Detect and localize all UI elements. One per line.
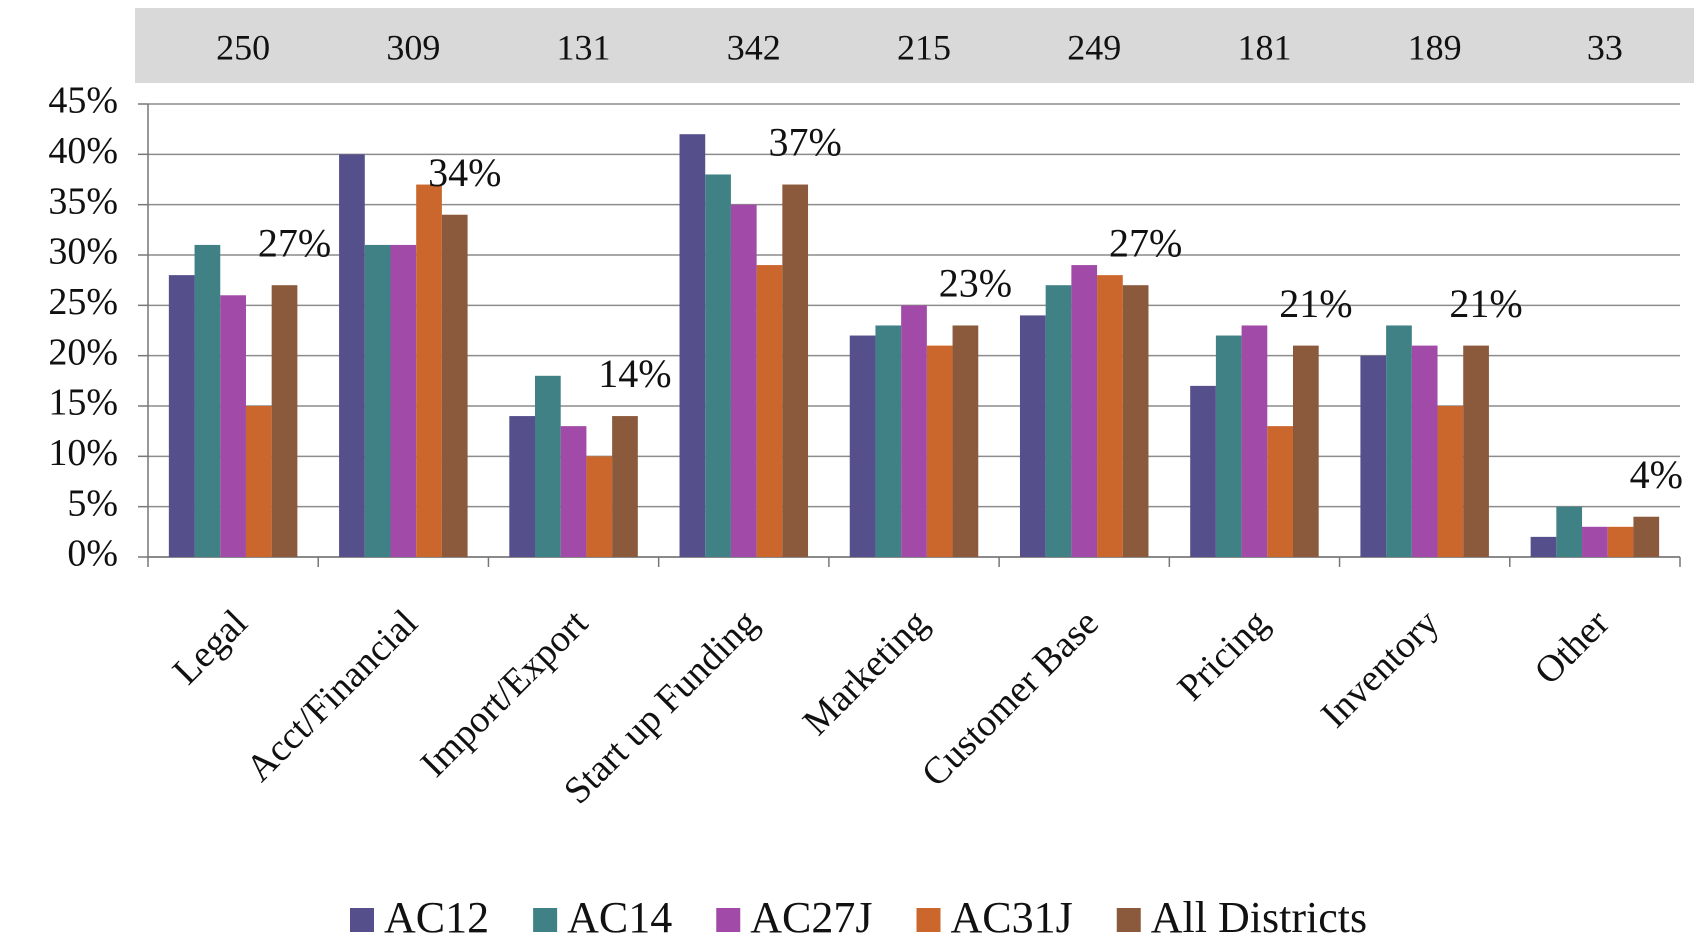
x-tick-label: Pricing xyxy=(1170,602,1277,709)
bar xyxy=(271,285,298,557)
bar xyxy=(390,244,417,557)
legend-label: AC31J xyxy=(951,893,1073,942)
bar xyxy=(535,375,561,557)
bar xyxy=(1267,426,1293,557)
bar xyxy=(1122,285,1149,557)
data-label: 14% xyxy=(598,351,671,396)
bar xyxy=(416,184,442,558)
y-tick-label: 35% xyxy=(48,180,118,222)
bar xyxy=(1411,345,1438,557)
data-label: 34% xyxy=(428,150,501,195)
count-band xyxy=(135,8,1694,83)
legend-swatch xyxy=(533,908,558,932)
bar xyxy=(901,305,927,557)
count-label: 131 xyxy=(557,27,611,67)
bar xyxy=(1097,275,1123,557)
bar xyxy=(1633,516,1660,557)
bar xyxy=(560,426,587,557)
count-label: 249 xyxy=(1067,27,1121,67)
bar xyxy=(586,456,613,557)
data-label: 27% xyxy=(258,220,331,265)
bar xyxy=(849,335,876,557)
y-tick-label: 40% xyxy=(48,130,118,172)
bar xyxy=(194,244,221,557)
count-label: 309 xyxy=(386,27,440,67)
bar xyxy=(875,325,902,557)
bar xyxy=(509,416,536,557)
x-tick-label: Marketing xyxy=(795,602,937,744)
bar xyxy=(220,295,246,557)
bar xyxy=(612,416,638,557)
bar xyxy=(1292,345,1319,557)
bar xyxy=(364,244,391,557)
bar xyxy=(705,174,731,557)
y-tick-label: 5% xyxy=(67,482,118,524)
data-label: 37% xyxy=(769,120,842,165)
data-label: 27% xyxy=(1109,220,1182,265)
bar xyxy=(339,154,365,558)
y-tick-label: 25% xyxy=(48,281,118,323)
bar xyxy=(730,204,757,557)
bar xyxy=(1556,506,1583,557)
x-tick-label: Acct/Financial xyxy=(238,602,426,790)
y-tick-label: 15% xyxy=(48,382,118,424)
bar xyxy=(952,325,979,557)
bar xyxy=(1582,526,1608,557)
bar xyxy=(1607,526,1634,557)
count-label: 250 xyxy=(216,27,270,67)
x-tick-label: Legal xyxy=(165,602,256,693)
y-tick-label: 0% xyxy=(67,533,118,575)
count-label: 181 xyxy=(1237,27,1291,67)
x-tick-label: Import/Export xyxy=(413,602,597,786)
count-label: 33 xyxy=(1587,27,1623,67)
legend-swatch xyxy=(350,908,374,932)
legend-swatch xyxy=(1116,908,1141,932)
legend-swatch xyxy=(916,908,941,932)
bar xyxy=(1437,406,1464,557)
bar xyxy=(168,275,195,557)
data-label: 23% xyxy=(939,261,1012,306)
count-label: 215 xyxy=(897,27,951,67)
bar xyxy=(1045,285,1072,557)
bar xyxy=(1071,265,1098,557)
bar xyxy=(756,265,783,557)
x-tick-label: Other xyxy=(1527,602,1618,693)
bar xyxy=(1386,325,1412,557)
bar xyxy=(441,214,468,557)
y-tick-label: 10% xyxy=(48,432,118,474)
count-label: 189 xyxy=(1408,27,1462,67)
bar xyxy=(926,345,953,557)
legend-label: AC27J xyxy=(750,893,872,942)
y-tick-label: 30% xyxy=(48,231,118,273)
data-label: 4% xyxy=(1630,452,1683,497)
bar xyxy=(782,184,809,558)
data-label: 21% xyxy=(1449,281,1522,326)
bar xyxy=(1190,385,1216,557)
count-label: 342 xyxy=(727,27,781,67)
x-tick-label: Inventory xyxy=(1313,602,1447,736)
legend-label: AC12 xyxy=(384,893,489,942)
bar xyxy=(679,134,706,557)
y-tick-label: 45% xyxy=(48,80,118,122)
bar xyxy=(245,406,272,557)
y-tick-label: 20% xyxy=(48,331,118,373)
bar xyxy=(1019,315,1046,557)
bar xyxy=(1215,335,1242,557)
bar xyxy=(1241,325,1268,557)
legend-swatch xyxy=(716,908,741,932)
legend-label: AC14 xyxy=(567,893,672,942)
bar xyxy=(1463,345,1489,557)
legend-label: All Districts xyxy=(1151,893,1367,942)
data-label: 21% xyxy=(1279,281,1352,326)
bar xyxy=(1360,355,1387,557)
bar xyxy=(1530,536,1557,557)
x-tick-label: Customer Base xyxy=(914,602,1107,795)
